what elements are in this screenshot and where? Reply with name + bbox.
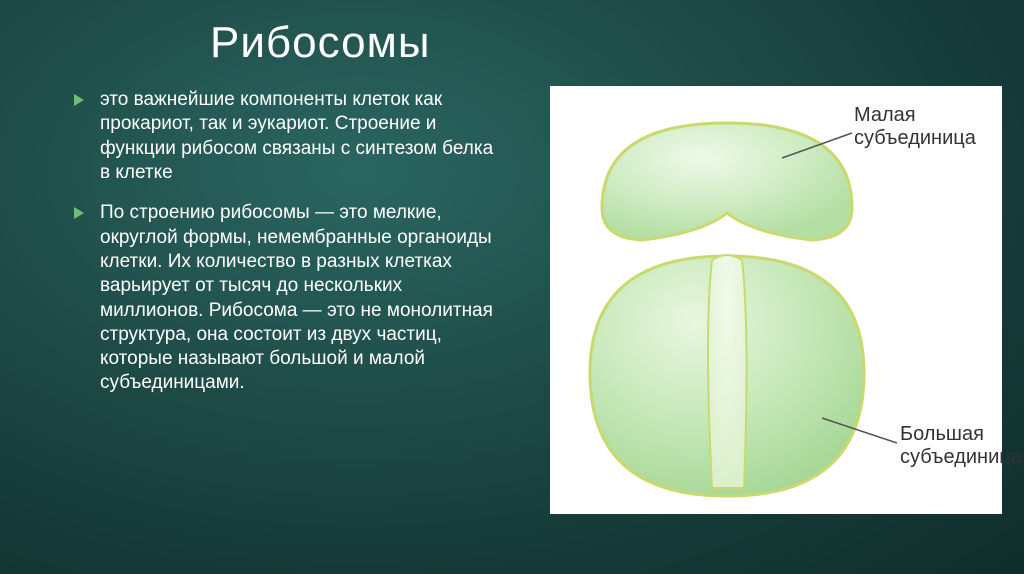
body-content: это важнейшие компоненты клеток как прок… [72, 88, 502, 412]
slide-title: Рибосомы [210, 18, 430, 68]
bullet-item: По строению рибосомы — это мелкие, округ… [72, 201, 502, 396]
label-large-subunit: Большаясубъединица [900, 423, 1020, 469]
bullet-text: По строению рибосомы — это мелкие, округ… [100, 201, 502, 396]
bullet-marker-icon [72, 206, 86, 220]
bullet-item: это важнейшие компоненты клеток как прок… [72, 88, 502, 185]
ribosome-diagram: Малаясубъединица Большаясубъединица [550, 86, 1002, 514]
bullet-text: это важнейшие компоненты клеток как прок… [100, 88, 502, 185]
label-small-subunit: Малаясубъединица [854, 104, 994, 150]
bullet-marker-icon [72, 93, 86, 107]
